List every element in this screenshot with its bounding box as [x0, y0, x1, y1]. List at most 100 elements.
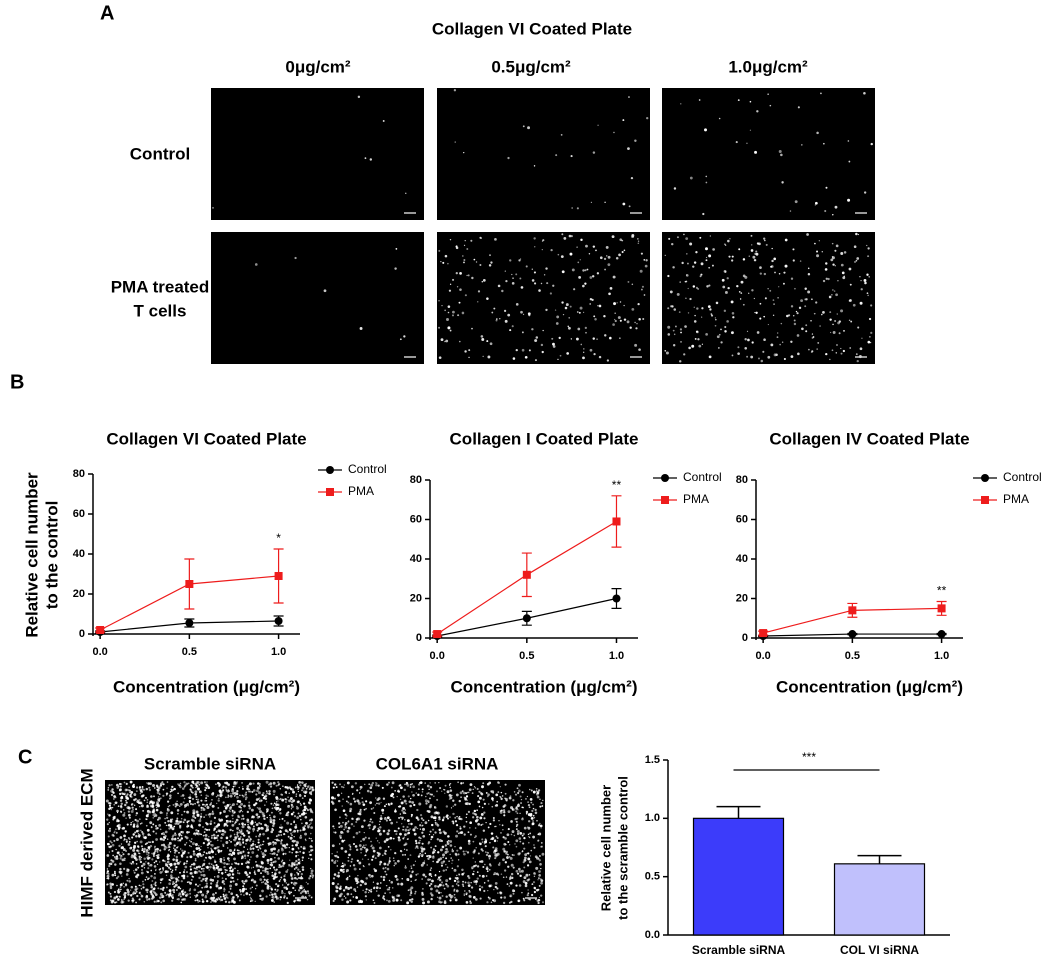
cell	[403, 335, 406, 338]
cell	[136, 823, 139, 826]
cell	[151, 840, 154, 844]
cell	[482, 782, 485, 785]
cell	[395, 247, 398, 250]
cell	[568, 317, 570, 319]
cell	[128, 816, 131, 819]
cell	[836, 344, 838, 346]
cell	[180, 795, 182, 797]
cell	[238, 872, 241, 875]
cell	[207, 847, 209, 849]
cell	[814, 201, 818, 205]
cell	[359, 808, 362, 811]
cell	[431, 856, 435, 859]
cell	[445, 879, 449, 883]
cell	[128, 877, 130, 880]
cell	[123, 834, 126, 838]
cell	[272, 878, 275, 880]
cell	[390, 881, 394, 884]
cell	[494, 847, 498, 851]
cell	[262, 875, 265, 878]
cell	[491, 311, 494, 314]
legend-label: PMA	[348, 484, 374, 498]
cell	[106, 871, 109, 875]
cell	[224, 822, 228, 826]
cell	[201, 886, 203, 889]
cell	[404, 809, 406, 811]
cell	[159, 892, 163, 896]
cell	[308, 857, 310, 860]
cell	[289, 787, 293, 791]
cell	[794, 200, 798, 204]
cell	[438, 870, 441, 873]
cell	[139, 792, 142, 795]
cell	[349, 848, 352, 851]
cell	[221, 787, 223, 789]
cell	[379, 846, 382, 850]
cell	[203, 862, 206, 865]
cell	[130, 862, 133, 865]
cell	[500, 873, 503, 875]
cell	[827, 277, 830, 281]
cell	[459, 846, 463, 850]
cell	[115, 848, 117, 851]
cell	[446, 884, 450, 888]
cell	[345, 814, 348, 817]
cell	[789, 210, 792, 212]
cell	[184, 806, 186, 809]
cell	[112, 791, 115, 794]
cell	[684, 325, 687, 328]
cell	[508, 901, 511, 904]
cell	[190, 785, 193, 788]
cell	[519, 812, 521, 815]
cell	[134, 892, 137, 895]
cell	[385, 838, 389, 842]
cell	[378, 863, 382, 866]
cell	[597, 305, 599, 307]
cell	[496, 800, 498, 803]
cell	[530, 789, 533, 792]
cell	[132, 821, 134, 823]
cell	[420, 849, 424, 853]
cell	[390, 786, 393, 789]
cell	[155, 808, 159, 812]
cell	[209, 803, 212, 806]
cell	[710, 314, 714, 317]
cell	[424, 875, 427, 878]
cell	[822, 279, 826, 283]
cell	[525, 873, 529, 877]
cell	[301, 877, 304, 880]
cell	[450, 857, 452, 859]
cell	[376, 782, 378, 784]
cell	[106, 877, 108, 879]
cell	[269, 852, 271, 855]
cell	[229, 869, 232, 872]
cell	[506, 833, 510, 837]
cell	[178, 805, 181, 808]
cell	[171, 785, 174, 789]
cell	[773, 257, 777, 261]
cell	[724, 244, 727, 246]
cell	[537, 901, 540, 905]
cell	[168, 827, 171, 830]
cell	[489, 342, 493, 346]
cell	[740, 292, 743, 294]
cell	[139, 822, 142, 825]
cell	[774, 271, 776, 274]
cell	[144, 879, 147, 881]
cell	[282, 861, 286, 865]
cell	[537, 789, 541, 792]
cell	[371, 844, 373, 846]
cell	[337, 860, 339, 862]
cell	[272, 841, 275, 844]
cell	[158, 823, 162, 827]
cell	[186, 830, 189, 834]
cell	[509, 844, 511, 846]
cell	[579, 306, 583, 310]
cell	[270, 861, 273, 864]
cell	[207, 851, 211, 855]
cell	[634, 343, 638, 347]
cell	[143, 901, 145, 903]
cell	[723, 270, 727, 273]
cell	[520, 310, 523, 314]
cell	[772, 314, 775, 317]
